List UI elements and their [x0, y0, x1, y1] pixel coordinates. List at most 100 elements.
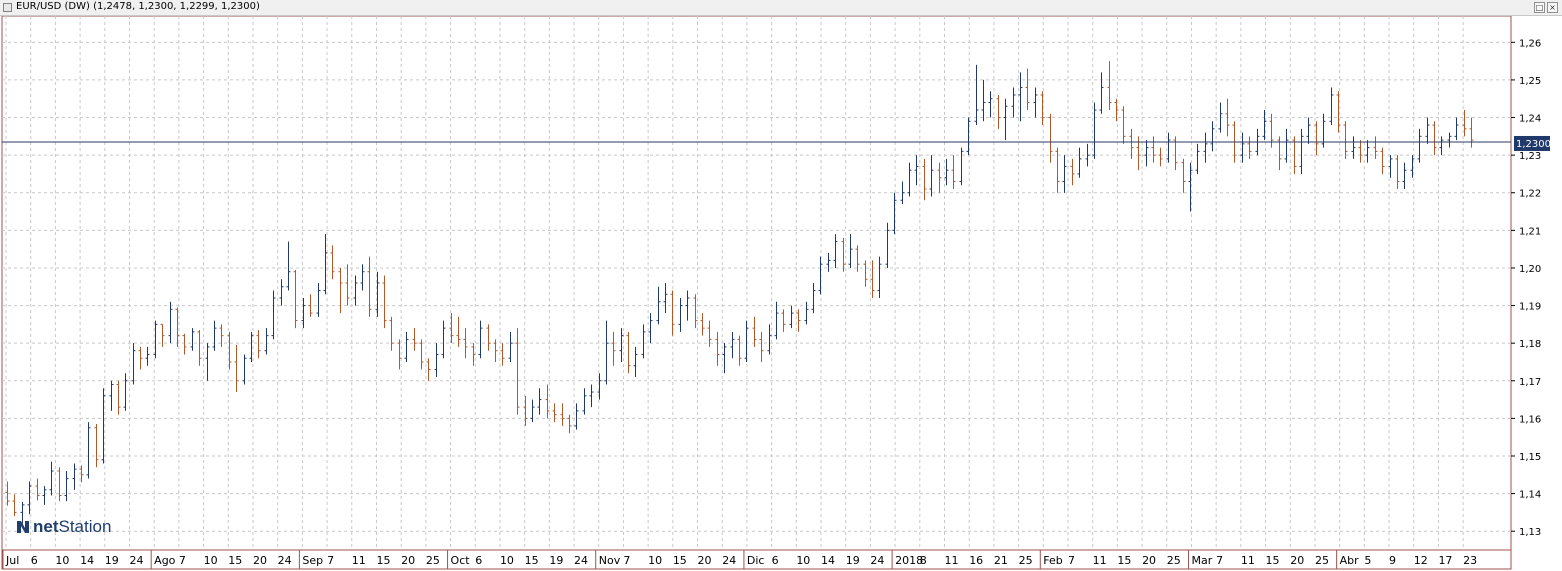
ohlc-bar: [49, 461, 54, 496]
ohlc-bar: [530, 399, 535, 423]
ohlc-bar: [1077, 147, 1082, 178]
ohlc-bar: [974, 64, 979, 126]
y-tick-label: 1,21: [1519, 226, 1541, 237]
ohlc-bar: [1439, 136, 1444, 156]
y-tick-label: 1,23: [1519, 151, 1541, 162]
ohlc-bar: [892, 192, 897, 235]
ohlc-bar: [1336, 91, 1341, 133]
x-tick-label: 19: [105, 554, 119, 567]
x-tick-label: 14: [821, 554, 835, 567]
ohlc-bar: [242, 354, 247, 385]
ohlc-bar: [256, 330, 261, 359]
ohlc-bar: [744, 320, 749, 362]
ohlc-bar: [1432, 121, 1437, 156]
ohlc-bar: [434, 343, 439, 378]
ohlc-bar: [922, 158, 927, 201]
x-tick-label: 5: [1364, 554, 1371, 567]
ohlc-bar: [582, 388, 587, 415]
ohlc-bar: [670, 290, 675, 336]
ohlc-bar: [863, 260, 868, 287]
x-tick-label: 10: [55, 554, 69, 567]
ohlc-bar: [471, 343, 476, 366]
ohlc-bar: [375, 271, 380, 317]
ohlc-bar: [382, 275, 387, 329]
ohlc-bar: [752, 316, 757, 347]
ohlc-bar: [663, 283, 668, 314]
ohlc-bar: [841, 237, 846, 272]
ohlc-bar: [1314, 121, 1319, 156]
ohlc-bar: [138, 346, 143, 370]
x-tick-label: 15: [1117, 554, 1131, 567]
x-tick-label: Abr: [1340, 554, 1360, 567]
ohlc-bar: [633, 346, 638, 378]
ohlc-bar: [1395, 155, 1400, 189]
ohlc-bar: [508, 331, 513, 362]
ohlc-bar: [72, 463, 77, 490]
ohlc-bar: [907, 162, 912, 197]
y-tick-label: 1,15: [1519, 452, 1541, 463]
ohlc-bar: [789, 305, 794, 329]
ohlc-bar: [707, 320, 712, 347]
ohlc-bar: [515, 328, 520, 415]
ohlc-bar: [212, 320, 217, 351]
x-tick-label: 21: [994, 554, 1008, 567]
y-tick-label: 1,14: [1519, 490, 1541, 501]
ohlc-bar: [345, 264, 350, 306]
ohlc-bar: [1055, 147, 1060, 193]
ohlc-bar: [1033, 87, 1038, 118]
y-tick-label: 1,16: [1519, 414, 1541, 425]
ohlc-bar: [1351, 136, 1356, 159]
ohlc-bar: [412, 328, 417, 351]
logo-name: Station: [58, 517, 112, 536]
ohlc-bar: [560, 403, 565, 426]
ohlc-bar: [1218, 102, 1223, 133]
x-tick-label: 11: [352, 554, 366, 567]
ohlc-bar: [1195, 143, 1200, 174]
ohlc-bar: [153, 320, 158, 359]
ohlc-bar: [308, 294, 313, 317]
maximize-button[interactable]: □: [1534, 2, 1545, 13]
ohlc-bar: [1092, 102, 1097, 159]
ohlc-bar: [1107, 61, 1112, 111]
ohlc-bar: [589, 384, 594, 408]
ohlc-bar: [944, 158, 949, 186]
ohlc-bar: [796, 309, 801, 332]
ohlc-bar: [870, 260, 875, 299]
x-tick-label: 20: [698, 554, 712, 567]
ohlc-bar: [20, 501, 25, 524]
x-tick-label: 20: [1142, 554, 1156, 567]
ohlc-bar: [197, 330, 202, 366]
ohlc-bar: [626, 331, 631, 374]
ohlc-bar: [1380, 147, 1385, 174]
ohlc-bar: [57, 467, 62, 502]
ohlc-bar: [449, 313, 454, 344]
ohlc-bar: [951, 155, 956, 189]
x-tick-label: 15: [525, 554, 539, 567]
ohlc-bar: [730, 331, 735, 359]
ohlc-bar: [323, 234, 328, 295]
close-button[interactable]: ×: [1547, 2, 1558, 13]
ohlc-bar: [567, 414, 572, 434]
x-axis-strip: [1, 549, 1512, 570]
ohlc-bar: [1447, 132, 1452, 148]
x-tick-label: 7: [623, 554, 630, 567]
y-tick-label: 1,25: [1519, 76, 1541, 87]
ohlc-bar: [360, 264, 365, 291]
x-tick-label: Nov: [599, 554, 621, 567]
ohlc-bar: [271, 290, 276, 340]
ohlc-bar: [656, 286, 661, 325]
ohlc-bar: [1070, 158, 1075, 186]
ohlc-bar: [1018, 72, 1023, 122]
ohlc-bar: [611, 331, 616, 366]
ohlc-bar: [767, 324, 772, 355]
ohlc-bar: [1188, 162, 1193, 212]
ohlc-bar: [389, 316, 394, 351]
ohlc-bar: [774, 301, 779, 340]
ohlc-bar: [1373, 136, 1378, 159]
ohlc-bar: [1292, 136, 1297, 174]
price-chart[interactable]: 1,13 1,14 1,15 1,16 1,17 1,18 1,19 1,20 1,21 1,22…: [0, 16, 1562, 571]
ohlc-bar: [1011, 87, 1016, 118]
ohlc-bar: [301, 298, 306, 329]
x-tick-label: 24: [722, 554, 736, 567]
